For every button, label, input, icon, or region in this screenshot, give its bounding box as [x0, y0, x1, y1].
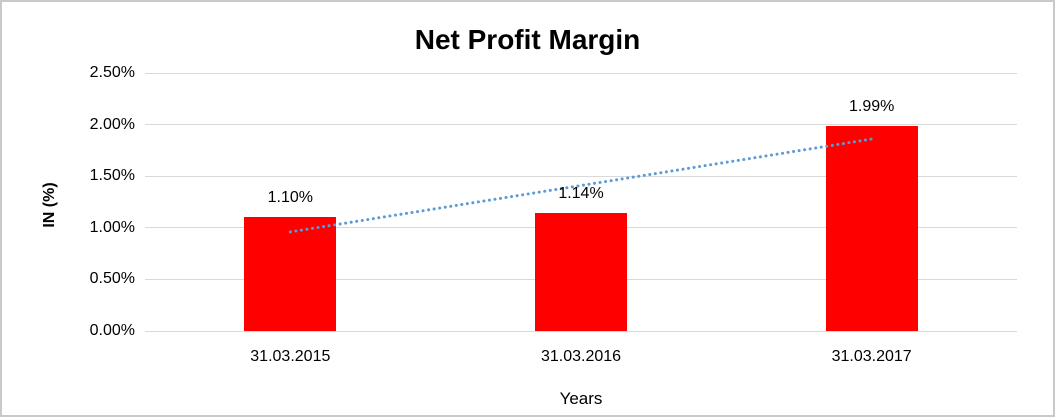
y-tick-label: 0.00% [89, 322, 135, 339]
data-label: 1.99% [848, 97, 895, 115]
bar [535, 213, 627, 331]
bar [825, 125, 918, 331]
data-label: 1.10% [267, 189, 314, 207]
gridline [145, 72, 1017, 74]
x-tick-label: 31.03.2015 [250, 348, 331, 365]
gridline [145, 124, 1017, 126]
x-axis-title: Years [559, 389, 603, 408]
y-tick-label: 1.50% [89, 167, 135, 185]
y-tick-label: 0.50% [89, 270, 135, 288]
y-tick-label: 1.00% [89, 218, 135, 236]
data-label: 1.14% [558, 185, 604, 203]
chart-title: Net Profit Margin [414, 24, 641, 55]
y-axis-title: IN (%) [41, 182, 58, 228]
x-tick-label: 31.03.2017 [831, 348, 912, 365]
y-tick-label: 2.50% [89, 64, 135, 81]
x-tick-label: 31.03.2016 [540, 348, 622, 365]
bar [244, 217, 337, 331]
gridline [145, 330, 1017, 332]
y-tick-label: 2.00% [89, 115, 135, 133]
